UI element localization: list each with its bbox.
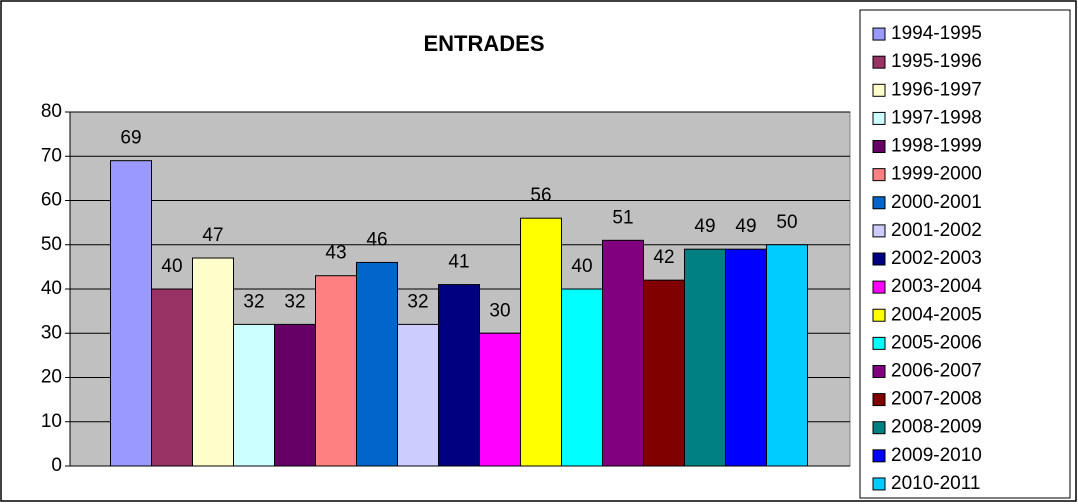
legend-label: 1999-2000 <box>891 164 982 185</box>
data-label: 32 <box>407 291 428 312</box>
legend-label: 2000-2001 <box>891 192 982 213</box>
legend-swatch <box>872 393 886 407</box>
legend-swatch <box>872 196 886 210</box>
legend-label: 2004-2005 <box>891 304 982 325</box>
legend-label: 2002-2003 <box>891 248 982 269</box>
data-label: 49 <box>694 216 715 237</box>
bar <box>356 261 398 467</box>
legend-label: 2001-2002 <box>891 220 982 241</box>
legend-label: 2006-2007 <box>891 360 982 381</box>
legend-label: 1994-1995 <box>891 23 982 44</box>
legend-box <box>859 9 1071 499</box>
legend-swatch <box>872 477 886 491</box>
legend-swatch <box>872 111 886 125</box>
legend-swatch <box>872 336 886 350</box>
data-label: 32 <box>284 291 305 312</box>
y-tick-label: 20 <box>41 367 62 388</box>
legend-swatch <box>872 27 886 41</box>
data-label: 47 <box>202 225 223 246</box>
legend-label: 2007-2008 <box>891 389 982 410</box>
bar <box>561 288 603 467</box>
data-label: 56 <box>530 185 551 206</box>
y-tick-label: 70 <box>41 145 62 166</box>
data-label: 50 <box>776 212 797 233</box>
data-label: 43 <box>325 243 346 264</box>
legend-label: 1997-1998 <box>891 107 982 128</box>
data-label: 40 <box>161 256 182 277</box>
legend-swatch <box>872 224 886 238</box>
legend-label: 2009-2010 <box>891 445 982 466</box>
data-label: 32 <box>243 291 264 312</box>
bar <box>479 332 521 467</box>
legend-label: 2005-2006 <box>891 332 982 353</box>
legend-swatch <box>872 252 886 266</box>
legend-swatch <box>872 168 886 182</box>
data-label: 69 <box>120 128 141 149</box>
bar <box>233 323 275 467</box>
bar <box>643 279 685 467</box>
bar <box>725 248 767 467</box>
data-label: 40 <box>571 256 592 277</box>
bar <box>520 217 562 467</box>
bar <box>684 248 726 467</box>
legend-swatch <box>872 140 886 154</box>
legend-swatch <box>872 308 886 322</box>
legend-swatch <box>872 55 886 69</box>
y-tick-label: 80 <box>41 101 62 122</box>
bar <box>192 257 234 467</box>
legend-swatch <box>872 83 886 97</box>
data-label: 46 <box>366 229 387 250</box>
legend-label: 1998-1999 <box>891 136 982 157</box>
legend-swatch <box>872 421 886 435</box>
y-tick-label: 50 <box>41 234 62 255</box>
data-label: 30 <box>489 300 510 321</box>
legend-swatch <box>872 280 886 294</box>
bar <box>602 239 644 467</box>
y-tick-label: 10 <box>41 411 62 432</box>
legend-label: 2010-2011 <box>891 473 980 494</box>
bar <box>315 275 357 467</box>
legend-label: 2008-2009 <box>891 417 982 438</box>
bar <box>438 284 480 467</box>
data-label: 42 <box>653 247 674 268</box>
legend-swatch <box>872 364 886 378</box>
y-tick-label: 30 <box>41 322 62 343</box>
y-tick-label: 40 <box>41 278 62 299</box>
data-label: 49 <box>735 216 756 237</box>
bar <box>274 323 316 467</box>
legend-label: 1996-1997 <box>891 79 982 100</box>
bar <box>397 323 439 467</box>
y-tick-label: 60 <box>41 190 62 211</box>
data-label: 51 <box>612 207 633 228</box>
legend-label: 2003-2004 <box>891 276 982 297</box>
chart-title: ENTRADES <box>423 31 544 56</box>
y-tick-label: 0 <box>51 455 62 476</box>
bar <box>766 244 808 467</box>
legend-label: 1995-1996 <box>891 51 982 72</box>
bar <box>110 160 152 467</box>
legend-swatch <box>872 449 886 463</box>
bar <box>151 288 193 467</box>
data-label: 41 <box>448 252 469 273</box>
